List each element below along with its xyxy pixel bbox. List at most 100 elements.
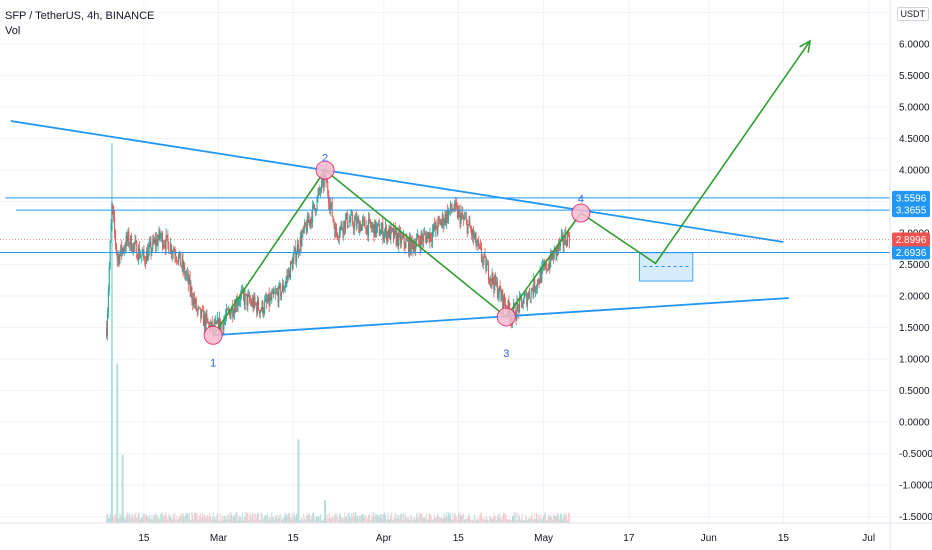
candle-body [145, 262, 147, 264]
candle-body [206, 314, 208, 319]
volume-bar [456, 520, 458, 523]
volume-bar [259, 519, 261, 523]
volume-bar [209, 512, 211, 523]
candle-body [186, 274, 188, 276]
volume-bar [124, 519, 126, 523]
volume-bar [406, 519, 408, 523]
volume-bar [187, 515, 189, 523]
volume-bar [480, 513, 482, 523]
volume-bar [214, 516, 216, 523]
volume-bar [458, 515, 460, 523]
candle-body [396, 233, 398, 245]
volume-bar [252, 512, 254, 523]
candle-body [399, 231, 401, 233]
price-axis[interactable]: 6.50006.00005.50005.00004.50004.00003.50… [889, 0, 932, 550]
volume-bar [509, 518, 511, 523]
volume-bar [290, 517, 292, 523]
candle-body [353, 224, 355, 229]
volume-bar [133, 519, 135, 523]
volume-bar [554, 515, 556, 523]
candle-body [291, 262, 293, 270]
volume-bar [486, 516, 488, 523]
candle-body [330, 202, 332, 204]
volume-bar [377, 514, 379, 523]
candle-body [545, 261, 547, 271]
candle-body [488, 279, 490, 283]
volume-bar [388, 519, 390, 523]
volume-bar [150, 518, 152, 523]
candle-body [408, 240, 410, 254]
candle-body [418, 240, 420, 244]
volume-bar [294, 515, 296, 523]
candle-body [366, 225, 368, 234]
volume-bar [511, 520, 513, 523]
volume-bar [241, 513, 243, 523]
candle-body [265, 298, 267, 302]
volume-bar [382, 514, 384, 523]
chart-drawings[interactable]: 1 2 3 4 [0, 39, 890, 369]
volume-bar [151, 514, 153, 523]
upper-trendline [10, 120, 784, 243]
volume-bar [502, 515, 504, 523]
candle-body [543, 264, 545, 268]
candle-body [566, 243, 568, 247]
candle-body [134, 241, 136, 246]
candle-body [177, 260, 179, 263]
volume-bar [363, 518, 365, 523]
candle-body [262, 301, 264, 314]
time-tick-label: Jun [701, 533, 717, 544]
candle-body [179, 251, 181, 266]
volume-bar [246, 512, 248, 523]
candle-body [523, 296, 525, 304]
currency-selector[interactable]: USDT [896, 7, 929, 21]
candle-body [253, 296, 255, 309]
volume-bar [400, 514, 402, 523]
candle-body [487, 263, 489, 265]
volume-bar [523, 520, 525, 523]
volume-bar [408, 516, 410, 523]
volume-bar [500, 517, 502, 523]
volume-bar [195, 513, 197, 523]
candle-body [405, 239, 407, 248]
volume-bar [276, 519, 278, 523]
volume-bar [210, 516, 212, 523]
pivot-circle [203, 325, 223, 345]
candle-body [387, 231, 389, 238]
volume-bar [568, 512, 570, 523]
candle-body [132, 243, 134, 253]
candle-body [565, 233, 567, 244]
candle-body [133, 243, 135, 246]
candle-body [361, 220, 363, 225]
candle-body [154, 239, 156, 246]
candle-body [254, 296, 256, 304]
candle-body [456, 206, 458, 218]
volume-bar [169, 514, 171, 523]
volume-bar [543, 515, 545, 523]
time-axis[interactable]: 15 Mar 15 Apr 15 May 17 Jun 15 Jul [0, 522, 932, 544]
volume-bar [520, 518, 522, 523]
volume-bar [398, 515, 400, 523]
volume-indicator-label[interactable]: Vol [5, 25, 21, 37]
candle-body [430, 233, 432, 239]
volume-bar [328, 518, 330, 523]
candle-body [281, 291, 283, 297]
candle-body [501, 290, 503, 299]
volume-bar [537, 514, 539, 523]
volume-bar [319, 516, 321, 523]
candle-body [526, 292, 528, 306]
volume-bar [283, 516, 285, 523]
volume-bar [130, 518, 132, 523]
candle-body [356, 219, 358, 227]
candle-body [118, 255, 120, 263]
candle-body [457, 209, 459, 218]
volume-bar [311, 515, 313, 523]
candle-body [479, 244, 481, 246]
volume-bar [490, 518, 492, 523]
volume-bar [198, 516, 200, 523]
price-tick-label: 0.0000 [899, 418, 930, 429]
volume-bar [468, 513, 470, 523]
volume-bar [337, 517, 339, 523]
candle-body [297, 244, 299, 255]
volume-bar [196, 513, 198, 523]
